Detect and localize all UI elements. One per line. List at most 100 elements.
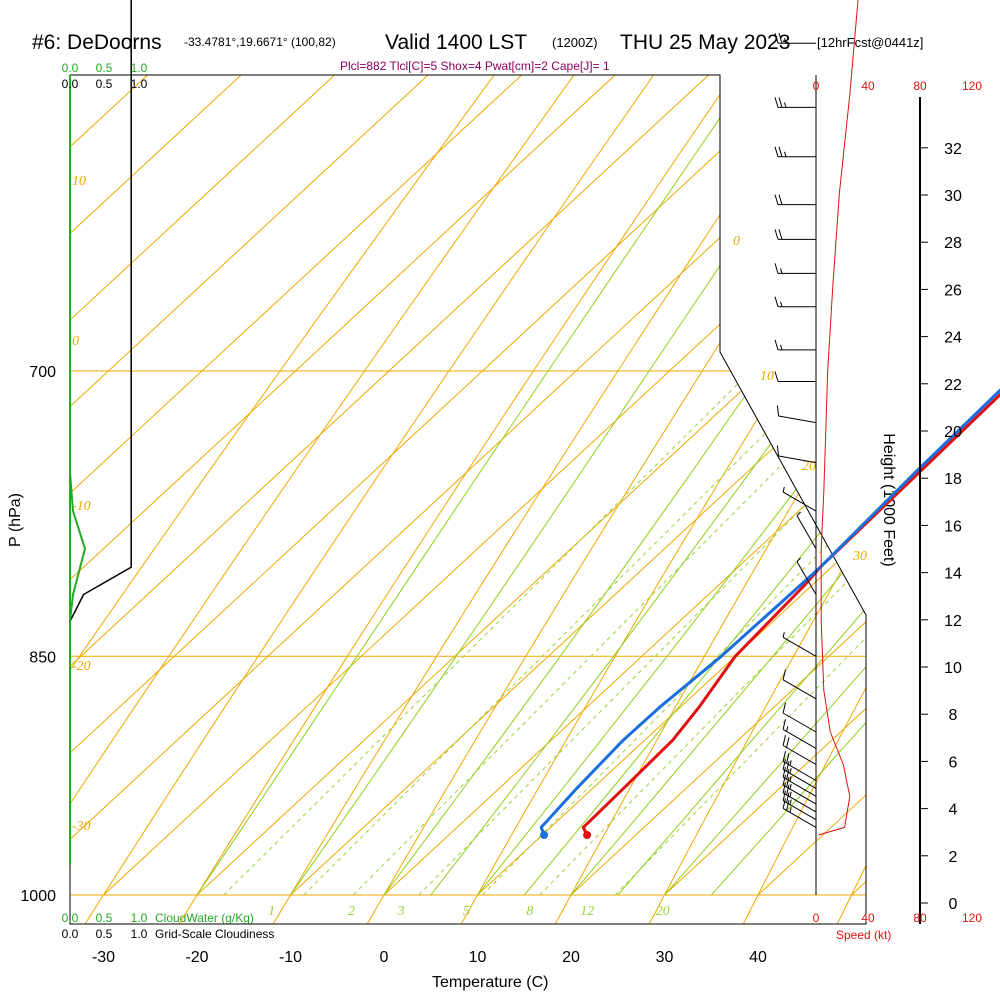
wind-barb (776, 405, 817, 424)
wind-barb-flag (786, 753, 790, 764)
pressure-tick-label: 850 (29, 649, 56, 666)
cloud-water-label: CloudWater (g/Kg) (155, 911, 254, 925)
wind-barb-flag (786, 737, 790, 748)
wind-barb-flag (774, 194, 779, 205)
wind-barb-staff (782, 679, 817, 700)
dewpoint-profile-line (539, 388, 1000, 836)
moist-adiabat-line (383, 75, 866, 896)
x-axis-label: Temperature (C) (432, 974, 548, 991)
wind-barb-flag (786, 776, 790, 788)
adiabat-label: -20 (72, 659, 91, 674)
pressure-tick-label: 1000 (20, 888, 56, 905)
valid-time: Valid 1400 LST (385, 31, 527, 54)
isotherm-line (70, 75, 866, 896)
wind-barb-half-flag (796, 511, 801, 517)
moist-adiabat-line (430, 75, 866, 896)
height-tick-label: 32 (944, 141, 962, 158)
wind-barb-staff (782, 784, 817, 805)
y-axis-label: P (hPa) (7, 493, 24, 547)
cloud-water-tick-bottom: 0.5 (96, 911, 113, 925)
height-tick-label: 30 (944, 188, 962, 205)
mixing-ratio-label: 8 (526, 904, 533, 919)
surface-dewpoint-marker (540, 831, 549, 839)
dry-adiabat-line (721, 75, 866, 924)
dry-adiabat-line (342, 75, 866, 924)
temperature-tick-label: 10 (469, 949, 487, 966)
wind-barb-flag (774, 296, 779, 307)
wind-barb-flag (774, 146, 779, 157)
isotherm-line (70, 75, 866, 896)
speed-tick-label-top: 80 (913, 79, 927, 93)
wind-barb-flag (786, 784, 790, 796)
speed-tick-label-top: 40 (861, 79, 875, 93)
valid-date: THU 25 May 2023 (620, 31, 790, 54)
cloudiness-tick-bottom: 0.0 (62, 927, 79, 941)
mixing-ratio-line (614, 75, 866, 896)
mixing-ratio-line (418, 75, 866, 896)
cloud-water-tick-bottom: 0.0 (62, 911, 79, 925)
mixing-ratio-line (223, 75, 866, 896)
height-tick-label: 18 (944, 471, 962, 488)
wind-barb (782, 766, 817, 797)
wind-barb-staff (778, 455, 817, 464)
height-tick-label: 16 (944, 518, 962, 535)
wind-barb (774, 296, 816, 308)
moist-adiabat-line (477, 75, 866, 896)
wind-barb (782, 486, 817, 512)
wind-barb (782, 774, 817, 805)
wind-barb-flag (774, 229, 779, 240)
height-tick-label: 24 (944, 330, 962, 347)
height-tick-label: 26 (944, 282, 962, 299)
wind-barb (774, 97, 816, 108)
wind-barb-staff (782, 491, 817, 512)
wind-barb-half-flag (784, 38, 787, 44)
wind-barb-staff (782, 776, 817, 797)
isotherm-line (70, 75, 866, 896)
wind-barb-staff (778, 415, 817, 424)
station-title: #6: DeDoorns (32, 31, 162, 54)
surface-temperature-marker (583, 831, 592, 839)
wind-barb-flag (782, 759, 786, 770)
wind-barb-staff (782, 712, 817, 733)
cloudiness-tick-top: 0.5 (96, 77, 113, 91)
wind-speed-profile-line (818, 0, 859, 836)
dry-adiabat-line (626, 75, 866, 924)
wind-barb-staff (782, 636, 817, 657)
wind-barb (782, 669, 817, 700)
height-tick-label: 12 (944, 613, 962, 630)
wind-barb-flag (774, 371, 779, 382)
cloudiness-tick-bottom: 0.5 (96, 927, 113, 941)
cloudiness-label: Grid-Scale Cloudiness (155, 927, 274, 941)
cloudiness-profile-line (69, 0, 132, 622)
wind-barb-staff (782, 792, 817, 813)
moist-adiabat-line (196, 75, 866, 896)
plot-frame (69, 74, 867, 925)
wind-barb-flag (778, 33, 783, 44)
cloudiness-tick-bottom: 1.0 (131, 927, 148, 941)
wind-barb-staff (782, 761, 817, 781)
adiabat-label: -10 (72, 499, 91, 514)
wind-barb-flag (778, 97, 783, 108)
wind-barb (796, 557, 817, 595)
temperature-tick-label: -10 (279, 949, 302, 966)
height-tick-label: 20 (944, 424, 962, 441)
isotherm-line (290, 75, 866, 896)
wind-barb-half-flag (789, 760, 792, 766)
isotherm-line (70, 75, 866, 896)
mixing-ratio-label: 2 (348, 904, 355, 919)
temperature-tick-label: 0 (380, 949, 389, 966)
wind-barb-half-flag (789, 799, 792, 805)
plot-area (70, 75, 866, 924)
mixing-ratio-line (539, 75, 866, 896)
cloud-water-tick-top: 0.0 (62, 61, 79, 75)
dry-adiabat-line (70, 75, 866, 924)
height-tick-label: 14 (944, 566, 962, 583)
wind-barb-flag (774, 97, 779, 108)
mixing-ratio-label: 12 (580, 904, 594, 919)
wind-barb (782, 735, 817, 765)
wind-barb (776, 445, 817, 464)
wind-barb-flag (786, 800, 790, 811)
speed-tick-label-bottom: 80 (913, 911, 927, 925)
plot-layer: 123581220100-10-20-300102030250300400500… (20, 0, 1000, 966)
